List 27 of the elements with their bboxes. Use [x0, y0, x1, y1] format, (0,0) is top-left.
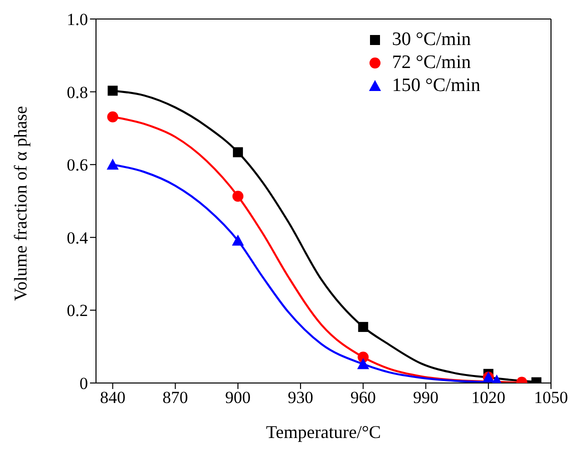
x-tick-label: 840 [100, 388, 126, 408]
point [108, 86, 118, 96]
point [232, 234, 244, 246]
point [232, 190, 244, 202]
point [232, 147, 243, 158]
point [358, 322, 368, 332]
y-axis-title: Volume fraction of α phase [10, 106, 30, 301]
y-tick-label: 0.8 [66, 82, 88, 102]
x-tick-label: 1050 [534, 388, 568, 408]
y-tick-label: 0.6 [66, 156, 88, 175]
x-axis-title: Temperature/°C [266, 422, 381, 442]
x-tick-label: 900 [225, 388, 251, 408]
y-tick-label: 1.0 [66, 10, 88, 30]
point [107, 111, 118, 122]
x-tick-label: 960 [350, 388, 376, 408]
legend-label: 72 °C/min [392, 51, 471, 74]
x-tick-label: 990 [413, 388, 439, 408]
x-tick-label: 870 [162, 388, 188, 408]
y-tick-label: 0.2 [66, 301, 88, 320]
legend-label: 150 °C/min [392, 74, 480, 97]
legend-label: 30 °C/min [392, 28, 471, 51]
x-tick-label: 930 [288, 388, 314, 408]
x-tick-label: 1020 [471, 388, 506, 408]
point [106, 158, 119, 170]
point [357, 358, 370, 370]
y-tick-label: 0 [80, 374, 88, 394]
y-tick-label: 0.4 [66, 228, 88, 248]
